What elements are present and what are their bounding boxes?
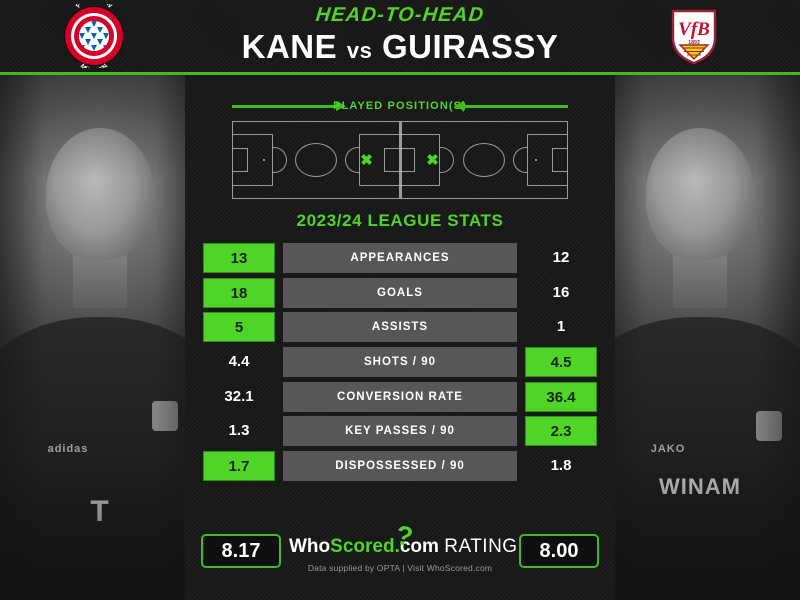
position-marker-left-icon: ✖ xyxy=(360,151,373,169)
stat-home-value: 5 xyxy=(203,312,275,343)
stat-home-value: 1.7 xyxy=(203,451,275,482)
player-left-name: KANE xyxy=(241,28,338,65)
stat-home-value: 32.1 xyxy=(224,387,254,405)
vfb-stuttgart-badge: VfB 1893 xyxy=(671,9,717,65)
matchup-title: KANE vs GUIRASSY xyxy=(200,27,600,71)
stat-away-value: 1.8 xyxy=(550,457,572,475)
vs-separator: vs xyxy=(346,38,373,63)
goal-box xyxy=(552,148,567,172)
pitch-diagram: ✖ ✖ xyxy=(232,121,568,199)
player-right-name: GUIRASSY xyxy=(381,28,559,65)
svg-text:VfB: VfB xyxy=(678,19,710,40)
fc-bayern-munchen-badge: FC BAYERN MÜNCHEN xyxy=(64,4,124,68)
data-credit: Data supplied by OPTA | Visit WhoScored.… xyxy=(307,563,493,573)
stat-away-value: 4.5 xyxy=(525,347,597,378)
rating-footer: 8.17 ? WhoScored.com RATING Data supplied… xyxy=(185,520,615,600)
logo-who: Who xyxy=(289,536,331,557)
table-row: 4.4 SHOTS / 90 4.5 xyxy=(185,347,615,378)
whoscored-logo: ? WhoScored.com RATING xyxy=(289,520,517,562)
stat-away-value: 36.4 xyxy=(525,381,597,412)
stats-panel: PLAYED POSITION(S) ✖ ✖ xyxy=(185,75,615,600)
rating-home: 8.17 xyxy=(201,534,281,568)
stat-label: APPEARANCES xyxy=(283,243,517,273)
head-to-head-kicker: HEAD-TO-HEAD xyxy=(314,4,486,26)
table-row: 1.3 KEY PASSES / 90 2.3 xyxy=(185,416,615,447)
goal-box xyxy=(233,148,248,172)
played-position-header: PLAYED POSITION(S) xyxy=(185,97,615,115)
penalty-spot xyxy=(535,159,537,161)
stat-away-value: 1 xyxy=(556,318,566,336)
penalty-arc xyxy=(513,147,527,173)
center-circle xyxy=(462,143,505,177)
player-right-photo: JAKO WINAM xyxy=(600,75,800,600)
rating-away: 8.00 xyxy=(519,534,599,568)
goal-box xyxy=(400,148,415,172)
stat-home-value: 18 xyxy=(203,277,275,308)
stats-table: 13 APPEARANCES 12 18 GOALS 16 5 ASSISTS … xyxy=(185,243,615,486)
pitch-right: ✖ xyxy=(400,122,567,198)
table-row: 5 ASSISTS 1 xyxy=(185,312,615,343)
logo-scored: Scored xyxy=(330,536,395,557)
stat-home-value: 1.3 xyxy=(228,422,250,440)
stat-away-value: 12 xyxy=(552,249,570,266)
table-row: 1.7 DISPOSSESSED / 90 1.8 xyxy=(185,451,615,482)
stat-away-value: 2.3 xyxy=(525,416,597,447)
stat-label: KEY PASSES / 90 xyxy=(283,416,517,447)
stat-label: CONVERSION RATE xyxy=(283,381,517,412)
player-left-photo: adidas T xyxy=(0,75,200,600)
table-row: 18 GOALS 16 xyxy=(185,277,615,308)
table-row: 13 APPEARANCES 12 xyxy=(185,243,615,273)
table-row: 32.1 CONVERSION RATE 36.4 xyxy=(185,381,615,412)
penalty-arc xyxy=(273,147,287,173)
goal-box xyxy=(384,148,399,172)
header-titles: HEAD-TO-HEAD KANE vs GUIRASSY xyxy=(200,3,600,71)
stat-label: DISPOSSESSED / 90 xyxy=(283,451,517,482)
stat-label: GOALS xyxy=(283,277,517,308)
stat-label: ASSISTS xyxy=(283,312,517,343)
stat-away-value: 16 xyxy=(552,283,570,301)
penalty-arc xyxy=(440,147,454,173)
header: FC BAYERN MÜNCHEN VfB 1893 HEAD-TO-HEAD … xyxy=(0,0,800,72)
center-circle xyxy=(295,143,337,177)
logo-rating-word: RATING xyxy=(444,536,518,557)
whoscored-branding: ? WhoScored.com RATING Data supplied by O… xyxy=(289,520,517,573)
stat-label: SHOTS / 90 xyxy=(283,347,517,378)
stat-home-value: 4.4 xyxy=(228,353,250,371)
position-marker-right-icon: ✖ xyxy=(426,151,439,169)
pitch-left: ✖ xyxy=(233,122,400,198)
photo-vignette xyxy=(600,75,800,600)
penalty-spot xyxy=(263,159,265,161)
section-title: 2023/24 LEAGUE STATS xyxy=(296,211,504,230)
arrow-left-icon xyxy=(454,101,568,111)
photo-vignette xyxy=(0,75,200,600)
header-divider xyxy=(0,72,800,75)
penalty-arc xyxy=(345,147,359,173)
stat-home-value: 13 xyxy=(203,243,275,273)
